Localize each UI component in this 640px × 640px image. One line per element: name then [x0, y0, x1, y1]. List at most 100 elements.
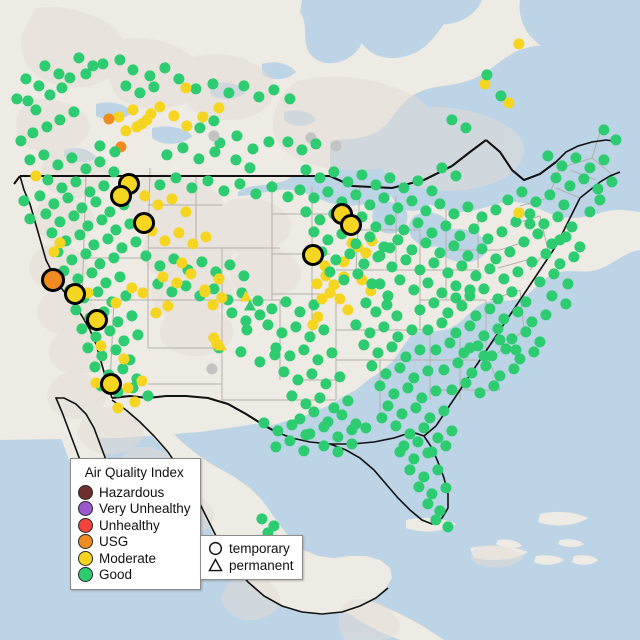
- monitor-dot[interactable]: [66, 254, 78, 266]
- monitor-dot[interactable]: [142, 390, 154, 402]
- monitor-dot[interactable]: [104, 325, 116, 337]
- monitor-dot[interactable]: [318, 421, 330, 433]
- monitor-dot[interactable]: [410, 402, 422, 414]
- monitor-dot[interactable]: [448, 240, 460, 252]
- legend-item-usg[interactable]: USG: [78, 534, 191, 551]
- monitor-dot[interactable]: [38, 149, 50, 161]
- monitor-dot[interactable]: [432, 464, 444, 476]
- monitor-dot[interactable]: [418, 471, 430, 483]
- monitor-dot[interactable]: [208, 115, 220, 127]
- monitor-dot[interactable]: [18, 195, 30, 207]
- highlighted-monitor-dot[interactable]: [110, 185, 132, 207]
- monitor-dot[interactable]: [308, 192, 320, 204]
- monitor-dot[interactable]: [117, 363, 129, 375]
- monitor-dot[interactable]: [442, 521, 454, 533]
- monitor-dot[interactable]: [112, 402, 124, 414]
- monitor-dot[interactable]: [114, 54, 126, 66]
- monitor-dot[interactable]: [430, 344, 442, 356]
- monitor-dot[interactable]: [87, 60, 99, 72]
- monitor-dot[interactable]: [268, 84, 280, 96]
- legend-item-temporary[interactable]: temporary: [207, 540, 294, 557]
- monitor-dot[interactable]: [122, 382, 134, 394]
- monitor-dot[interactable]: [516, 186, 528, 198]
- monitor-dot[interactable]: [294, 184, 306, 196]
- monitor-dot[interactable]: [134, 87, 146, 99]
- monitor-dot[interactable]: [89, 361, 101, 373]
- monitor-dot[interactable]: [548, 268, 560, 280]
- monitor-dot[interactable]: [470, 270, 482, 282]
- monitor-dot[interactable]: [173, 227, 185, 239]
- monitor-dot[interactable]: [584, 162, 596, 174]
- monitor-dot[interactable]: [560, 298, 572, 310]
- monitor-dot[interactable]: [386, 261, 398, 273]
- monitor-dot[interactable]: [44, 89, 56, 101]
- monitor-dot[interactable]: [300, 429, 312, 441]
- monitor-dot[interactable]: [440, 220, 452, 232]
- monitor-dot[interactable]: [342, 176, 354, 188]
- monitor-dot[interactable]: [80, 248, 92, 260]
- monitor-dot[interactable]: [452, 357, 464, 369]
- monitor-dot[interactable]: [54, 216, 66, 228]
- monitor-dot[interactable]: [382, 290, 394, 302]
- monitor-dot[interactable]: [378, 192, 390, 204]
- monitor-dot[interactable]: [241, 324, 253, 336]
- monitor-dot[interactable]: [550, 172, 562, 184]
- monitor-dot[interactable]: [292, 374, 304, 386]
- monitor-dot[interactable]: [280, 296, 292, 308]
- monitor-dot[interactable]: [308, 299, 320, 311]
- monitor-dot[interactable]: [356, 211, 368, 223]
- monitor-dot[interactable]: [98, 180, 110, 192]
- monitor-dot[interactable]: [554, 234, 566, 246]
- monitor-dot[interactable]: [360, 247, 372, 259]
- monitor-dot[interactable]: [262, 319, 274, 331]
- monitor-dot[interactable]: [294, 413, 306, 425]
- monitor-dot[interactable]: [506, 286, 518, 298]
- monitor-dot[interactable]: [494, 370, 506, 382]
- monitor-dot[interactable]: [312, 311, 324, 323]
- monitor-dot[interactable]: [350, 238, 362, 250]
- monitor-dot[interactable]: [479, 78, 491, 90]
- monitor-dot[interactable]: [364, 327, 376, 339]
- monitor-dot[interactable]: [404, 428, 416, 440]
- monitor-dot[interactable]: [120, 290, 132, 302]
- monitor-dot[interactable]: [318, 440, 330, 452]
- monitor-dot[interactable]: [66, 152, 78, 164]
- monitor-dot[interactable]: [412, 436, 424, 448]
- monitor-dot[interactable]: [284, 435, 296, 447]
- monitor-dot[interactable]: [524, 218, 536, 230]
- monitor-dot[interactable]: [394, 362, 406, 374]
- monitor-dot[interactable]: [108, 166, 120, 178]
- monitor-dot[interactable]: [606, 176, 618, 188]
- monitor-dot[interactable]: [223, 87, 235, 99]
- monitor-dot[interactable]: [96, 214, 108, 226]
- monitor-dot[interactable]: [286, 390, 298, 402]
- monitor-dot[interactable]: [322, 234, 334, 246]
- monitor-dot[interactable]: [422, 365, 434, 377]
- monitor-dot[interactable]: [244, 162, 256, 174]
- monitor-dot[interactable]: [503, 97, 515, 109]
- monitor-dot[interactable]: [290, 321, 302, 333]
- monitor-dot[interactable]: [90, 196, 102, 208]
- monitor-dot[interactable]: [378, 241, 390, 253]
- monitor-dot[interactable]: [319, 260, 331, 272]
- monitor-dot[interactable]: [282, 136, 294, 148]
- monitor-dot[interactable]: [384, 242, 396, 254]
- highlighted-monitor-dot[interactable]: [41, 268, 65, 292]
- monitor-dot[interactable]: [402, 382, 414, 394]
- monitor-dot[interactable]: [298, 445, 310, 457]
- monitor-dot[interactable]: [33, 80, 45, 92]
- monitor-dot[interactable]: [328, 402, 340, 414]
- monitor-dot[interactable]: [139, 190, 151, 202]
- monitor-dot[interactable]: [430, 514, 442, 526]
- monitor-dot[interactable]: [30, 170, 42, 182]
- monitor-dot[interactable]: [208, 130, 220, 142]
- highlighted-monitor-dot[interactable]: [340, 214, 362, 236]
- monitor-dot[interactable]: [358, 339, 370, 351]
- monitor-dot[interactable]: [484, 263, 496, 275]
- monitor-dot[interactable]: [336, 196, 348, 208]
- monitor-dot[interactable]: [468, 223, 480, 235]
- monitor-dot[interactable]: [464, 320, 476, 332]
- monitor-dot[interactable]: [474, 387, 486, 399]
